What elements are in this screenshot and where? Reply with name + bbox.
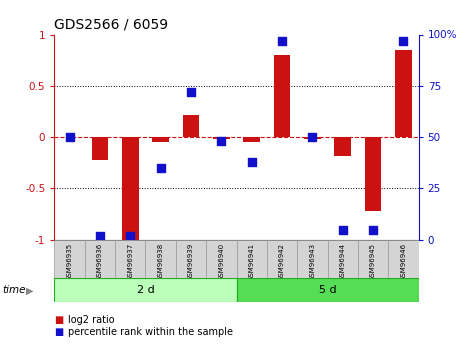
Bar: [152, 137, 169, 142]
Bar: [54, 278, 237, 302]
Text: ▶: ▶: [26, 286, 34, 295]
Text: GSM96946: GSM96946: [401, 243, 406, 281]
Bar: [334, 137, 351, 156]
Bar: [213, 137, 230, 139]
Text: GSM96939: GSM96939: [188, 243, 194, 281]
Point: [96, 233, 104, 238]
Bar: [358, 240, 388, 278]
Text: GSM96943: GSM96943: [309, 243, 315, 281]
Bar: [85, 240, 115, 278]
Bar: [236, 278, 419, 302]
Point: [157, 165, 165, 171]
Text: ■: ■: [54, 327, 64, 337]
Bar: [365, 137, 381, 211]
Bar: [176, 240, 206, 278]
Bar: [395, 50, 412, 137]
Bar: [54, 240, 85, 278]
Text: GSM96940: GSM96940: [219, 243, 224, 281]
Text: 2 d: 2 d: [137, 285, 154, 295]
Text: percentile rank within the sample: percentile rank within the sample: [68, 327, 233, 337]
Bar: [206, 240, 236, 278]
Point: [369, 227, 377, 232]
Bar: [183, 115, 199, 137]
Text: GSM96941: GSM96941: [249, 243, 254, 281]
Point: [187, 89, 195, 95]
Point: [218, 138, 225, 144]
Bar: [274, 55, 290, 137]
Bar: [304, 137, 321, 139]
Text: log2 ratio: log2 ratio: [68, 315, 114, 325]
Text: GSM96937: GSM96937: [127, 243, 133, 281]
Text: GSM96945: GSM96945: [370, 243, 376, 281]
Bar: [236, 240, 267, 278]
Point: [126, 233, 134, 238]
Bar: [388, 240, 419, 278]
Bar: [115, 240, 146, 278]
Point: [66, 135, 73, 140]
Text: GSM96942: GSM96942: [279, 243, 285, 281]
Text: time: time: [2, 286, 26, 295]
Text: GSM96944: GSM96944: [340, 243, 346, 281]
Text: GDS2566 / 6059: GDS2566 / 6059: [54, 17, 168, 31]
Point: [339, 227, 347, 232]
Text: 5 d: 5 d: [319, 285, 336, 295]
Point: [308, 135, 316, 140]
Text: GSM96935: GSM96935: [67, 243, 72, 281]
Text: GSM96936: GSM96936: [97, 243, 103, 281]
Text: ■: ■: [54, 315, 64, 325]
Bar: [122, 137, 139, 240]
Bar: [145, 240, 176, 278]
Point: [278, 38, 286, 43]
Bar: [243, 137, 260, 142]
Bar: [297, 240, 327, 278]
Text: GSM96938: GSM96938: [158, 243, 164, 281]
Bar: [267, 240, 297, 278]
Point: [400, 38, 407, 43]
Bar: [92, 137, 108, 160]
Bar: [327, 240, 358, 278]
Point: [248, 159, 255, 165]
